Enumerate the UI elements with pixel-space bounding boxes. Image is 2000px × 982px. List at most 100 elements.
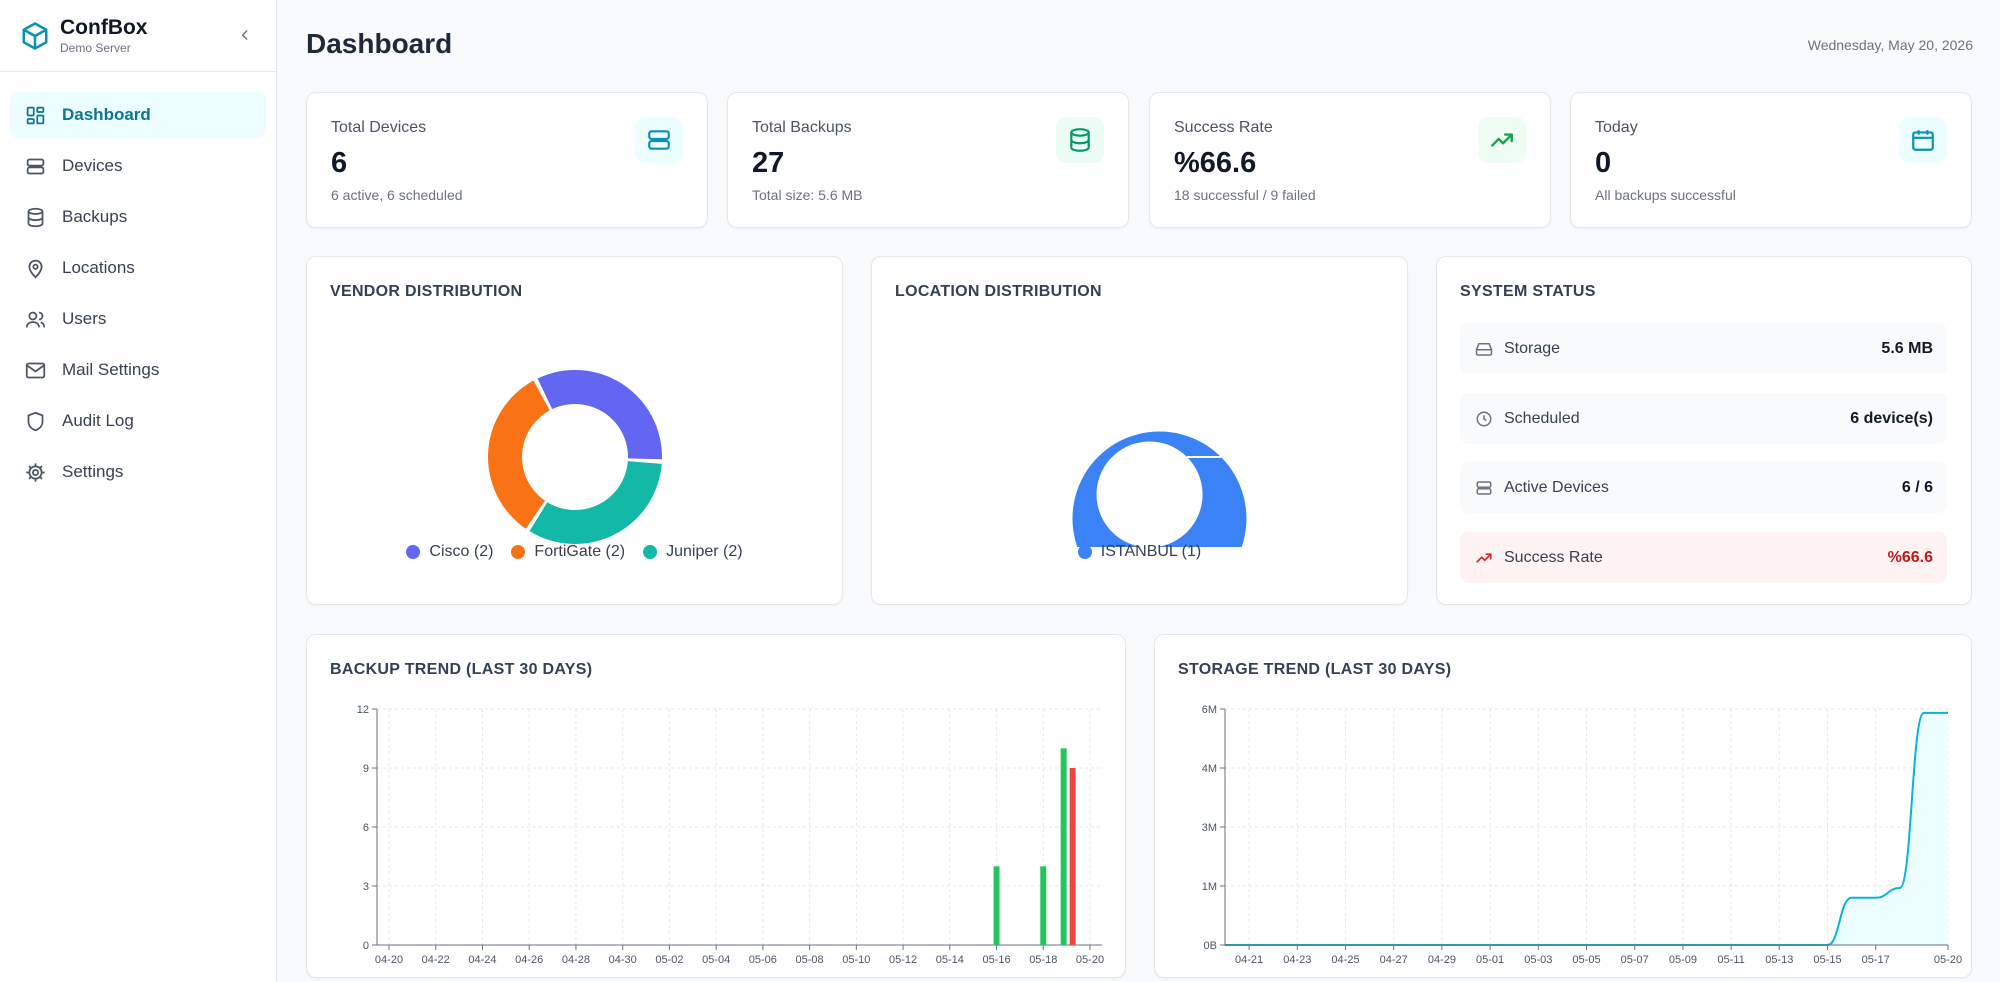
sidebar-item-label: Locations <box>62 258 135 277</box>
app-subtitle: Demo Server <box>60 40 131 55</box>
storage-trend-card: STORAGE TREND (LAST 30 DAYS) 0B 1M 3M 4M 6M 0… <box>1154 634 1972 978</box>
sidebar: ConfBox Demo Server Dashboard Devices Ba… <box>0 0 277 982</box>
status-label: Active Devices <box>1504 478 1609 496</box>
y-tick-label: 0B <box>1204 940 1217 952</box>
legend-dot <box>406 545 421 559</box>
x-tick-label: 04-24 <box>468 954 496 966</box>
server-icon <box>635 117 683 163</box>
stat-sub: 18 successful / 9 failed <box>1174 187 1316 203</box>
x-tick-label: 05-16 <box>982 954 1010 966</box>
map-pin-icon <box>24 257 46 279</box>
sidebar-item-audit-log[interactable]: Audit Log <box>10 398 266 444</box>
sidebar-item-label: Users <box>62 309 107 328</box>
x-tick-label: 05-17 <box>1862 954 1890 966</box>
sidebar-item-dashboard[interactable]: Dashboard <box>10 92 266 138</box>
section-title: SYSTEM STATUS <box>1460 283 1596 300</box>
backup-trend-chart: 0 3 6 9 12 04-20 04-22 04-24 04-26 04-28 04-30 05-0… <box>357 704 1104 966</box>
mail-icon <box>24 359 46 381</box>
x-tick-label: 05-02 <box>655 954 683 966</box>
status-label: Scheduled <box>1504 409 1580 427</box>
legend-item-cisco[interactable]: Cisco (2) <box>406 543 493 561</box>
stat-card-today: Today 0 All backups successful <box>1570 92 1972 228</box>
chevron-left-icon <box>241 30 248 40</box>
location-donut-chart <box>1072 431 1247 547</box>
donut-slice[interactable] <box>529 461 662 544</box>
y-tick-label: 9 <box>363 763 369 775</box>
status-row-storage: Storage 5.6 MB <box>1460 323 1947 374</box>
sidebar-item-backups[interactable]: Backups <box>10 194 266 240</box>
sidebar-item-label: Audit Log <box>62 411 134 430</box>
x-tick-label: 05-05 <box>1572 954 1600 966</box>
trending-up-icon <box>1478 117 1526 163</box>
x-tick-label: 04-28 <box>562 954 590 966</box>
section-title: BACKUP TREND (LAST 30 DAYS) <box>330 661 593 678</box>
status-label: Storage <box>1504 339 1561 357</box>
location-distribution-card: LOCATION DISTRIBUTION ISTANBUL (1) <box>871 256 1408 605</box>
x-tick-label: 05-07 <box>1621 954 1649 966</box>
bar[interactable] <box>1069 768 1076 945</box>
x-tick-label: 05-14 <box>936 954 964 966</box>
status-value: 5.6 MB <box>1881 339 1933 357</box>
donut-slice[interactable] <box>537 370 662 460</box>
stat-label: Total Backups <box>752 119 852 136</box>
status-value: 6 device(s) <box>1850 409 1933 427</box>
sidebar-item-locations[interactable]: Locations <box>10 245 266 291</box>
legend-label: ISTANBUL (1) <box>1100 543 1202 560</box>
x-tick-label: 04-21 <box>1235 954 1263 966</box>
bar[interactable] <box>993 866 1000 945</box>
x-tick-label: 05-12 <box>889 954 917 966</box>
sidebar-item-devices[interactable]: Devices <box>10 143 266 189</box>
database-icon <box>1056 117 1104 163</box>
y-tick-label: 3 <box>363 881 369 893</box>
legend-dot <box>643 545 658 559</box>
sidebar-item-label: Devices <box>62 156 123 175</box>
hard-drive-icon <box>1474 339 1494 359</box>
stat-value: 0 <box>1595 147 1612 179</box>
database-icon <box>24 206 46 228</box>
stat-value: %66.6 <box>1174 147 1257 179</box>
y-tick-label: 1M <box>1202 881 1217 893</box>
vendor-donut-chart <box>488 370 662 544</box>
y-tick-label: 12 <box>357 704 369 716</box>
sidebar-item-label: Backups <box>62 207 128 226</box>
legend-dot <box>1077 545 1092 559</box>
sidebar-item-mail-settings[interactable]: Mail Settings <box>10 347 266 393</box>
sidebar-item-settings[interactable]: Settings <box>10 449 266 495</box>
current-date: Wednesday, May 20, 2026 <box>1807 37 1973 53</box>
legend-label: FortiGate (2) <box>534 543 626 560</box>
vendor-legend: Cisco (2) FortiGate (2) Juniper (2) <box>307 543 842 561</box>
users-icon <box>24 308 46 330</box>
location-legend: ISTANBUL (1) <box>872 543 1407 561</box>
bar[interactable] <box>1060 748 1067 945</box>
legend-dot <box>511 545 526 559</box>
x-tick-label: 05-03 <box>1524 954 1552 966</box>
cube-logo-icon <box>22 21 48 50</box>
bar[interactable] <box>1040 866 1047 945</box>
x-tick-label: 04-27 <box>1380 954 1408 966</box>
x-tick-label: 04-29 <box>1428 954 1456 966</box>
stat-card-total-devices: Total Devices 6 6 active, 6 scheduled <box>306 92 708 228</box>
stat-sub: All backups successful <box>1595 187 1736 203</box>
section-title: VENDOR DISTRIBUTION <box>330 283 523 300</box>
y-tick-label: 4M <box>1202 763 1217 775</box>
x-tick-label: 05-11 <box>1717 954 1744 966</box>
legend-item-fortigate[interactable]: FortiGate (2) <box>511 543 625 561</box>
grid-icon <box>24 104 46 126</box>
page-title: Dashboard <box>306 28 453 59</box>
stat-sub: Total size: 5.6 MB <box>752 187 863 203</box>
x-tick-label: 05-20 <box>1934 954 1962 966</box>
legend-item-juniper[interactable]: Juniper (2) <box>643 543 743 561</box>
x-tick-label: 05-13 <box>1765 954 1793 966</box>
section-title: LOCATION DISTRIBUTION <box>895 283 1102 300</box>
sidebar-item-users[interactable]: Users <box>10 296 266 342</box>
x-tick-label: 05-10 <box>842 954 870 966</box>
donut-slice[interactable] <box>488 380 550 529</box>
x-tick-label: 04-30 <box>609 954 637 966</box>
x-tick-label: 05-09 <box>1669 954 1697 966</box>
legend-item-istanbul[interactable]: ISTANBUL (1) <box>1077 543 1202 561</box>
x-tick-label: 05-04 <box>702 954 730 966</box>
x-tick-label: 05-01 <box>1476 954 1504 966</box>
collapse-sidebar-button[interactable] <box>234 24 256 46</box>
stat-card-success-rate: Success Rate %66.6 18 successful / 9 fai… <box>1149 92 1551 228</box>
donut-slice[interactable] <box>1072 431 1247 547</box>
